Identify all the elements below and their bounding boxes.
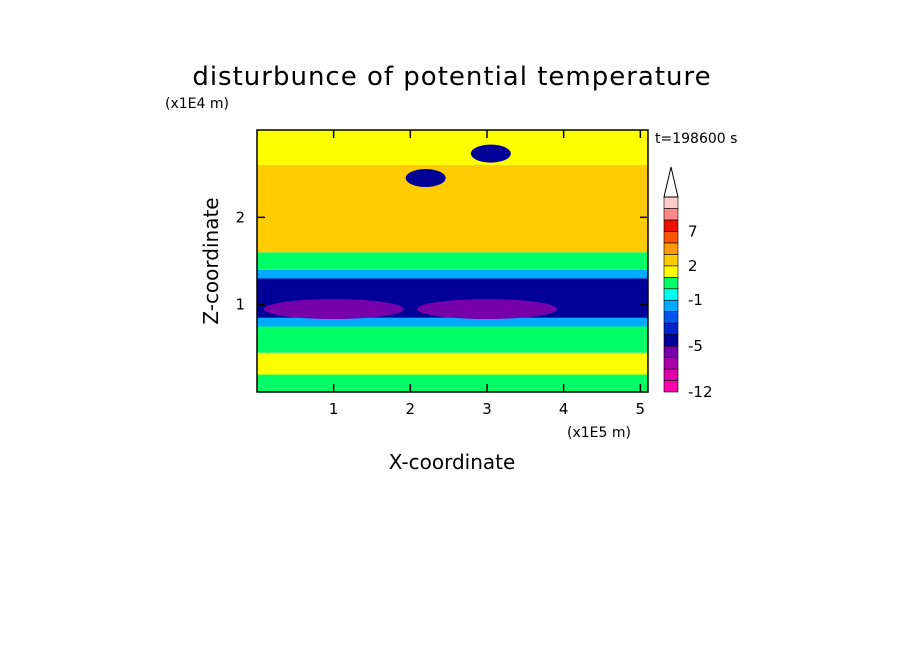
colorbar-segment	[663, 265, 679, 278]
contour-feature-1	[405, 169, 446, 188]
contour-band-5	[257, 269, 648, 279]
contour-field	[257, 130, 648, 392]
x-tick-label: 1	[329, 400, 339, 418]
colorbar-segment	[663, 299, 679, 313]
colorbar-segment	[663, 288, 679, 301]
colorbar-segment	[663, 368, 679, 381]
contour-band-0	[257, 374, 648, 392]
contour-band-6	[257, 252, 648, 270]
y-axis: 12	[235, 208, 648, 314]
x-axis-label: X-coordinate	[389, 450, 516, 474]
x-axis: 1 2 3 4 5	[329, 130, 645, 418]
contour-feature-0	[470, 144, 511, 163]
y-unit-label: (x1E4 m)	[165, 96, 229, 112]
colorbar-segment	[663, 334, 679, 347]
colorbar-tick-label: -12	[688, 383, 713, 401]
colorbar-segment	[663, 208, 679, 221]
y-axis-label: Z-coordinate	[199, 197, 223, 324]
plot-frame	[256, 129, 649, 393]
colorbar: 7 2 -1 -5 -12	[663, 166, 713, 401]
x-tick-label: 5	[636, 400, 646, 418]
contour-band-1	[257, 352, 648, 375]
colorbar-extend-arrow	[663, 166, 679, 198]
colorbar-segment	[663, 322, 679, 335]
contour-band-8	[257, 130, 648, 165]
time-label: t=198600 s	[655, 131, 737, 147]
colorbar-segment	[663, 357, 679, 370]
colorbar-segment	[663, 231, 679, 244]
contour-band-3	[257, 317, 648, 327]
colorbar-segment	[663, 254, 679, 267]
y-tick-label: 1	[235, 296, 245, 314]
colorbar-tick-label: -1	[688, 291, 703, 309]
x-tick-label: 4	[559, 400, 569, 418]
contour-band-2	[257, 326, 648, 353]
contour-band-7	[257, 164, 648, 253]
x-tick-label: 3	[482, 400, 492, 418]
colorbar-segment	[663, 242, 679, 255]
colorbar-segment	[663, 345, 679, 358]
colorbar-segment	[663, 196, 679, 209]
colorbar-tick-label: 2	[688, 257, 698, 275]
colorbar-segment	[663, 380, 679, 393]
x-unit-label: (x1E5 m)	[567, 425, 631, 441]
x-tick-label: 2	[406, 400, 416, 418]
contour-feature-3	[417, 299, 557, 320]
chart-title: disturbunce of potential temperature	[192, 62, 711, 92]
colorbar-segment	[663, 276, 679, 290]
plot-area	[256, 129, 649, 393]
colorbar-segment	[663, 311, 679, 324]
colorbar-segment	[663, 219, 679, 232]
contour-feature-2	[263, 299, 404, 320]
colorbar-tick-label: 7	[688, 222, 698, 240]
y-tick-label: 2	[235, 208, 245, 226]
colorbar-tick-label: -5	[688, 337, 703, 355]
